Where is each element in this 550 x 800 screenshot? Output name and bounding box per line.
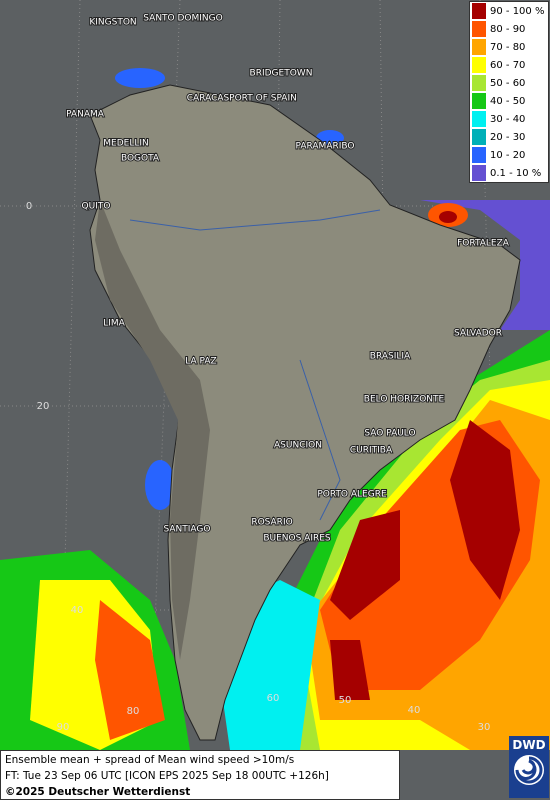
city-label: SAO PAULO bbox=[364, 429, 415, 439]
legend-swatch bbox=[472, 3, 486, 19]
city-label: PANAMA bbox=[66, 110, 105, 120]
city-label: LA PAZ bbox=[185, 357, 216, 367]
city-label: PORT OF SPAIN bbox=[229, 94, 297, 104]
legend-entry: 40 - 50 bbox=[470, 92, 548, 110]
legend-label: 80 - 90 bbox=[490, 23, 526, 35]
legend-label: 0.1 - 10 % bbox=[490, 167, 542, 179]
rivers bbox=[129, 209, 381, 521]
city-label: ASUNCION bbox=[274, 441, 322, 451]
city-label: BELO HORIZONTE bbox=[364, 395, 445, 405]
city-label: PARAMARIBO bbox=[296, 142, 355, 152]
legend-label: 10 - 20 bbox=[490, 149, 526, 161]
city-label: BRIDGETOWN bbox=[250, 69, 313, 79]
probability-field bbox=[0, 68, 550, 750]
grid-labels: 0 20 40 60 80 90 50 40 30 bbox=[26, 201, 491, 733]
legend-entry: 70 - 80 bbox=[470, 38, 548, 56]
legend-label: 30 - 40 bbox=[490, 113, 526, 125]
legend-entry: 90 - 100 % bbox=[470, 2, 548, 20]
legend-entry: 80 - 90 bbox=[470, 20, 548, 38]
legend-swatch bbox=[472, 75, 486, 91]
footer: Ensemble mean + spread of Mean wind spee… bbox=[0, 750, 400, 800]
legend: 90 - 100 % 80 - 90 70 - 80 60 - 70 50 - 60 40… bbox=[469, 1, 549, 183]
legend-entry: 60 - 70 bbox=[470, 56, 548, 74]
logo: DWD bbox=[509, 736, 549, 798]
legend-label: 90 - 100 % bbox=[490, 5, 545, 17]
city-label: MEDELLIN bbox=[103, 139, 148, 149]
legend-swatch bbox=[472, 111, 486, 127]
city-label: ROSARIO bbox=[251, 518, 292, 528]
grid-label: 90 bbox=[57, 722, 70, 733]
city-label: QUITO bbox=[82, 202, 111, 212]
legend-swatch bbox=[472, 21, 486, 37]
legend-entry: 10 - 20 bbox=[470, 146, 548, 164]
legend-swatch bbox=[472, 165, 486, 181]
city-label: PORTO ALEGRE bbox=[317, 490, 387, 500]
city-label: BOGOTA bbox=[121, 154, 160, 164]
city-label: SANTIAGO bbox=[164, 525, 211, 535]
legend-swatch bbox=[472, 57, 486, 73]
city-label: LIMA bbox=[103, 319, 125, 329]
legend-swatch bbox=[472, 129, 486, 145]
legend-entry: 20 - 30 bbox=[470, 128, 548, 146]
legend-entry: 50 - 60 bbox=[470, 74, 548, 92]
legend-label: 70 - 80 bbox=[490, 41, 526, 53]
logo-swirl bbox=[514, 755, 544, 785]
grid-label: 60 bbox=[267, 693, 280, 704]
andes bbox=[95, 200, 210, 660]
legend-swatch bbox=[472, 93, 486, 109]
legend-entry: 0.1 - 10 % bbox=[470, 164, 548, 182]
city-label: CURITIBA bbox=[350, 446, 393, 456]
grid-label: 40 bbox=[71, 605, 84, 616]
footer-line: Ensemble mean + spread of Mean wind spee… bbox=[5, 754, 295, 766]
grid-label: 20 bbox=[37, 401, 50, 412]
legend-label: 50 - 60 bbox=[490, 77, 526, 89]
copyright: ©2025 Deutscher Wetterdienst bbox=[5, 786, 191, 798]
legend-entry: 30 - 40 bbox=[470, 110, 548, 128]
logo-text: DWD bbox=[512, 738, 546, 752]
grid-label: 0 bbox=[26, 201, 32, 212]
grid-label: 50 bbox=[339, 695, 352, 706]
city-label: SANTO DOMINGO bbox=[143, 14, 222, 24]
city-label: FORTALEZA bbox=[457, 239, 510, 249]
legend-swatch bbox=[472, 147, 486, 163]
grid-label: 40 bbox=[408, 705, 421, 716]
legend-label: 60 - 70 bbox=[490, 59, 526, 71]
city-label: CARACAS bbox=[187, 94, 230, 104]
legend-swatch bbox=[472, 39, 486, 55]
legend-label: 20 - 30 bbox=[490, 131, 526, 143]
city-label: BRASILIA bbox=[370, 352, 411, 362]
grid-label: 80 bbox=[127, 706, 140, 717]
grid-label: 30 bbox=[478, 722, 491, 733]
city-labels: KINGSTON SANTO DOMINGO BRIDGETOWN PANAMA… bbox=[65, 13, 511, 545]
footer-line: FT: Tue 23 Sep 06 UTC [ICON EPS 2025 Sep… bbox=[5, 770, 329, 782]
city-label: SALVADOR bbox=[454, 329, 502, 339]
city-label: KINGSTON bbox=[89, 18, 136, 28]
city-label: BUENOS AIRES bbox=[263, 534, 331, 544]
legend-label: 40 - 50 bbox=[490, 95, 526, 107]
